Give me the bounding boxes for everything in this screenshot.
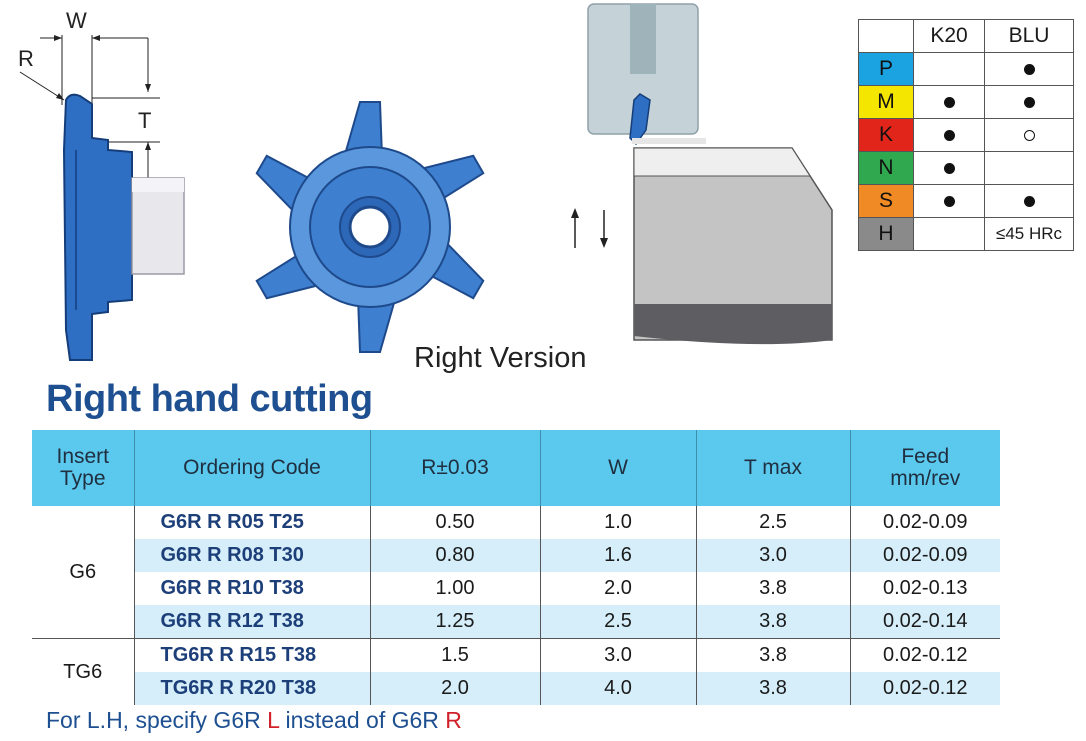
w-cell: 4.0	[540, 672, 697, 705]
suitable-dot-icon	[1023, 96, 1035, 108]
table-row: G6R R R10 T38 1.00 2.0 3.8 0.02-0.13	[32, 572, 1000, 605]
suitable-dot-icon	[1023, 63, 1035, 75]
insert-type-cell: G6	[32, 506, 135, 639]
section-title: Right hand cutting	[46, 378, 373, 420]
iso-row: M	[858, 85, 1074, 119]
iso-row: H ≤45 HRc	[858, 217, 1074, 251]
iso-blu-cell	[984, 118, 1074, 152]
ordering-code-cell: G6R R R05 T25	[134, 506, 371, 539]
iso-code: S	[858, 184, 914, 218]
insert-type-cell: TG6	[32, 638, 135, 705]
w-cell: 1.6	[540, 539, 697, 572]
iso-code: N	[858, 151, 914, 185]
t-cell: 3.8	[696, 605, 851, 639]
feed-cell: 0.02-0.12	[882, 644, 968, 666]
feed-cell: 0.02-0.13	[882, 577, 968, 599]
ordering-table: Insert Type Ordering Code R±0.03 W T max …	[32, 430, 1000, 705]
dim-r-label: R	[18, 46, 34, 71]
ordering-code-cell: G6R R R08 T30	[134, 539, 371, 572]
table-row: G6R R R12 T38 1.25 2.5 3.8 0.02-0.14	[32, 605, 1000, 639]
ordering-code-cell: G6R R R10 T38	[134, 572, 371, 605]
iso-blu-cell: ≤45 HRc	[984, 217, 1074, 251]
ordering-code-cell: TG6R R R20 T38	[134, 672, 371, 705]
iso-code: M	[858, 85, 914, 119]
iso-k20-cell	[913, 184, 985, 218]
w-cell: 2.0	[540, 572, 697, 605]
iso-k20-cell	[913, 52, 985, 86]
table-row: TG6R R R20 T38 2.0 4.0 3.8 0.02-0.12	[32, 672, 1000, 705]
w-cell: 2.5	[540, 605, 697, 639]
ordering-code-cell: G6R R R12 T38	[134, 605, 371, 639]
header-r: R±0.03	[370, 430, 541, 506]
iso-k20-cell	[913, 151, 985, 185]
r-cell: 0.80	[370, 539, 541, 572]
iso-blu-cell	[984, 85, 1074, 119]
t-cell: 2.5	[696, 506, 851, 539]
iso-code: K	[858, 118, 914, 152]
iso-k20-cell	[913, 217, 985, 251]
dim-t-label: T	[138, 108, 151, 133]
iso-k20-cell	[913, 85, 985, 119]
iso-header-blu: BLU	[984, 19, 1074, 53]
r-cell: 0.50	[370, 506, 541, 539]
suitable-dot-icon	[943, 195, 955, 207]
header-insert-type: Insert Type	[32, 430, 135, 506]
insert-front-view	[255, 101, 485, 353]
table-row: G6 G6R R R05 T25 0.50 1.0 2.5 0.02-0.09	[32, 506, 1000, 639]
header-feed: Feed mm/rev	[850, 430, 1000, 506]
iso-header-blank	[858, 19, 914, 53]
suitable-dot-icon	[1023, 195, 1035, 207]
w-cell: 3.0	[540, 638, 697, 672]
iso-row: N	[858, 151, 1074, 185]
table-row: TG6 TG6R R R15 T38 1.5 3.0 3.8 0.02-0.12	[32, 638, 1000, 705]
cutting-illustration	[571, 3, 833, 345]
partial-ring-icon	[1023, 129, 1035, 141]
t-cell: 3.8	[696, 672, 851, 705]
w-cell: 1.0	[540, 506, 697, 539]
insert-side-view: W R T	[18, 8, 185, 361]
r-cell: 1.00	[370, 572, 541, 605]
suitable-dot-icon	[943, 129, 955, 141]
dim-w-label: W	[66, 8, 87, 33]
feed-cell: 0.02-0.14	[850, 605, 1000, 639]
r-cell: 1.25	[370, 605, 541, 639]
suitable-dot-icon	[943, 162, 955, 174]
header-ordering-code: Ordering Code	[134, 430, 371, 506]
table-header-row: Insert Type Ordering Code R±0.03 W T max …	[32, 430, 1000, 506]
table-row: G6R R R08 T30 0.80 1.6 3.0 0.02-0.09	[32, 539, 1000, 572]
material-grade-table: K20 BLU P M K N S H ≤45 HRc	[858, 19, 1074, 251]
header-w: W	[540, 430, 697, 506]
t-cell: 3.8	[696, 572, 851, 605]
iso-row: P	[858, 52, 1074, 86]
iso-row: S	[858, 184, 1074, 218]
footnote: For L.H, specify G6R L instead of G6R R	[46, 707, 462, 733]
iso-row: K	[858, 118, 1074, 152]
header-t-max: T max	[696, 430, 851, 506]
iso-blu-cell	[984, 184, 1074, 218]
feed-cell: 0.02-0.09	[850, 539, 1000, 572]
t-cell: 3.0	[696, 539, 851, 572]
iso-blu-cell	[984, 151, 1074, 185]
feed-cell: 0.02-0.12	[850, 672, 1000, 705]
feed-cell: 0.02-0.09	[882, 511, 968, 533]
iso-code: P	[858, 52, 914, 86]
r-cell: 1.5	[370, 638, 541, 672]
iso-code: H	[858, 217, 914, 251]
iso-header-k20: K20	[913, 19, 985, 53]
iso-k20-cell	[913, 118, 985, 152]
iso-blu-cell	[984, 52, 1074, 86]
figure-caption: Right Version	[414, 342, 587, 374]
ordering-code-cell: TG6R R R15 T38	[134, 638, 371, 672]
r-cell: 2.0	[370, 672, 541, 705]
t-cell: 3.8	[696, 638, 851, 672]
suitable-dot-icon	[943, 96, 955, 108]
